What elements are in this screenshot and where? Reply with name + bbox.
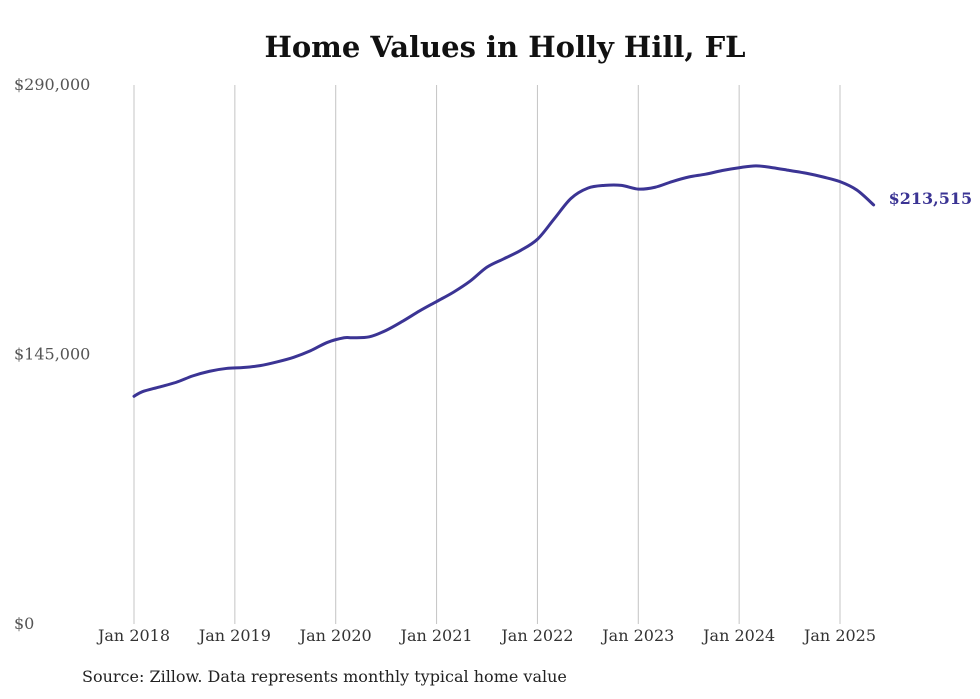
end-value-label: $213,515 <box>889 189 973 208</box>
x-tick-label: Jan 2023 <box>600 626 674 645</box>
x-tick-label: Jan 2021 <box>399 626 473 645</box>
x-tick-label: Jan 2019 <box>197 626 271 645</box>
vertical-gridlines <box>133 85 841 624</box>
y-tick-label: $290,000 <box>14 75 90 94</box>
x-tick-label: Jan 2018 <box>96 626 170 645</box>
source-note: Source: Zillow. Data represents monthly … <box>82 667 567 686</box>
series-layer: $213,515 <box>132 164 973 398</box>
chart-title: Home Values in Holly Hill, FL <box>264 30 746 64</box>
y-tick-label: $0 <box>14 614 34 633</box>
x-tick-label: Jan 2022 <box>499 626 573 645</box>
x-tick-label: Jan 2024 <box>701 626 775 645</box>
series-line <box>132 164 876 398</box>
x-tick-label: Jan 2025 <box>802 626 876 645</box>
x-tick-label: Jan 2020 <box>298 626 372 645</box>
y-tick-label: $145,000 <box>14 345 90 364</box>
x-axis-ticks: Jan 2018 Jan 2019 Jan 2020 Jan 2021 Jan 2022… <box>96 626 876 645</box>
y-axis-ticks: $0 $145,000 $290,000 <box>14 75 90 633</box>
